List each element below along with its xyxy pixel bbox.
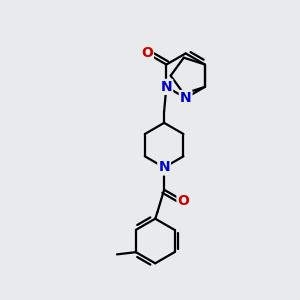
Text: N: N	[180, 91, 191, 105]
Text: N: N	[158, 160, 170, 174]
Text: O: O	[141, 46, 153, 60]
Text: N: N	[160, 80, 172, 94]
Text: O: O	[178, 194, 189, 208]
